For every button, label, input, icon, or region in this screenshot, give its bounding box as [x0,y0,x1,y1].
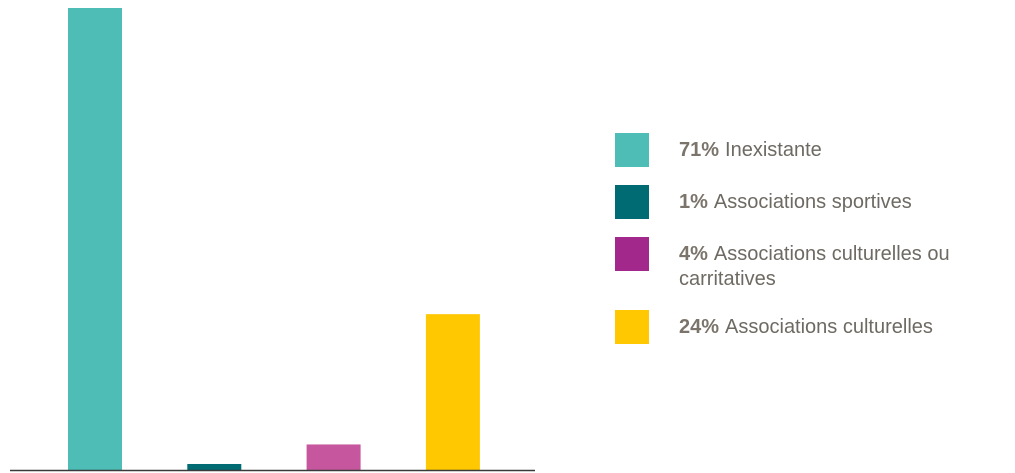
bar-chart [10,8,535,472]
legend-percent: 4% [679,243,708,265]
legend-swatch [615,133,649,167]
legend-swatch [615,237,649,271]
legend-item-associations-culturelles: 24% Associations culturelles [615,310,1010,344]
legend-item-inexistante: 71% Inexistante [615,133,1010,167]
legend-category: Associations culturelles [725,316,933,338]
legend-category: Associations culturelles ou carritatives [679,243,950,290]
legend: 71% Inexistante 1% Associations sportives … [615,133,1010,362]
legend-percent: 24% [679,316,720,338]
legend-category: Inexistante [725,139,822,161]
legend-label: 4% Associations culturelles ou carritativ… [679,237,1010,292]
legend-swatch [615,185,649,219]
bar-inexistante [68,8,122,471]
legend-label: 1% Associations sportives [679,185,1010,215]
legend-label: 71% Inexistante [679,133,1010,163]
legend-item-associations-culturelles-carritatives: 4% Associations culturelles ou carritativ… [615,237,1010,292]
bars-group [68,8,480,471]
legend-swatch [615,310,649,344]
legend-percent: 1% [679,191,708,213]
bar-associations-culturelles [425,314,480,471]
legend-percent: 71% [679,139,720,161]
bar-associations-culturelles-ou-carritatives [306,444,361,471]
legend-item-associations-sportives: 1% Associations sportives [615,185,1010,219]
legend-label: 24% Associations culturelles [679,310,1010,340]
bar-associations-sportives [187,463,242,471]
legend-category: Associations sportives [713,191,912,213]
